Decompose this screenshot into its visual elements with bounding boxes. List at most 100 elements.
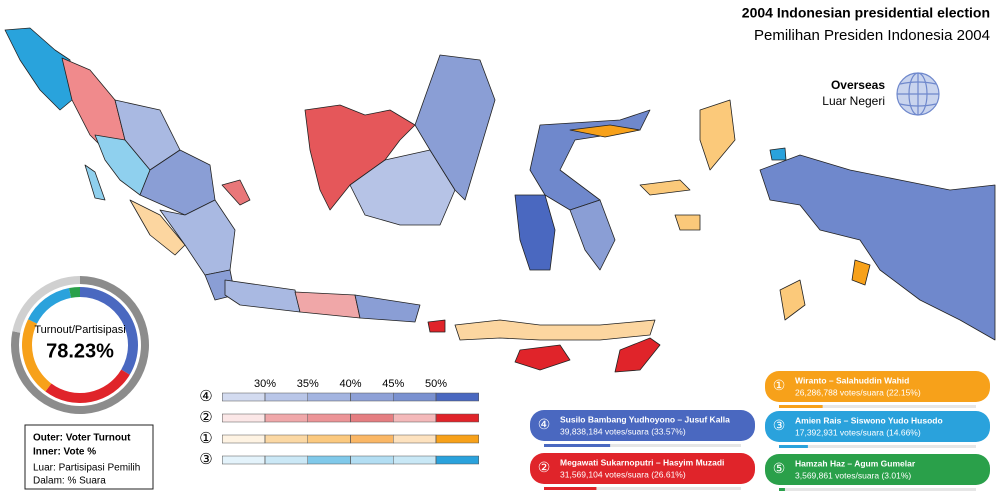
region xyxy=(529,109,651,211)
region xyxy=(514,194,556,271)
region xyxy=(84,164,106,201)
scale-cell xyxy=(435,392,479,402)
scale-cell xyxy=(350,434,394,444)
region xyxy=(304,104,416,211)
scale-tick-label: 45% xyxy=(382,378,404,390)
turnout-label: Turnout/Partisipasi xyxy=(34,324,125,336)
candidate-number: ① xyxy=(773,377,786,393)
candidate-votes: 31,569,104 votes/suara (26.61%) xyxy=(560,469,686,479)
vote-bar-track xyxy=(544,444,741,447)
region xyxy=(759,154,996,341)
vote-bar xyxy=(779,405,823,408)
scale-cell xyxy=(307,392,351,402)
map xyxy=(4,27,996,373)
scale-cell xyxy=(264,455,308,465)
scale-cell xyxy=(393,455,437,465)
vote-bar-track xyxy=(779,445,976,448)
legend: Outer: Voter Turnout Inner: Vote % Luar: P… xyxy=(33,433,140,487)
region xyxy=(454,319,656,341)
candidate-votes: 39,838,184 votes/suara (33.57%) xyxy=(560,426,686,436)
scale-cell xyxy=(222,413,266,423)
region xyxy=(699,99,736,171)
scale-cell xyxy=(222,455,266,465)
card xyxy=(765,411,990,442)
region xyxy=(779,279,806,321)
region xyxy=(4,27,73,111)
region xyxy=(224,279,301,313)
region xyxy=(514,344,571,371)
region xyxy=(129,199,186,256)
scale-cell xyxy=(222,392,266,402)
globe-icon xyxy=(896,72,940,116)
scale-row-number: ② xyxy=(199,409,212,426)
scale-row-number: ③ xyxy=(199,451,212,468)
region xyxy=(639,179,691,196)
color-scale: 30% 35% 40% 45% 50% ④ ② ① ③ xyxy=(199,378,479,468)
vote-share-arc xyxy=(21,319,52,392)
region xyxy=(221,179,251,206)
vote-bar-track xyxy=(544,487,741,490)
overseas-subtitle: Luar Negeri xyxy=(822,94,885,108)
candidate-votes: 3,569,861 votes/suara (3.01%) xyxy=(795,470,911,480)
region xyxy=(614,337,661,373)
region xyxy=(851,259,871,286)
scale-cell xyxy=(393,392,437,402)
candidate-votes: 26,286,788 votes/suara (22.15%) xyxy=(795,387,921,397)
candidate-name: Amien Rais – Siswono Yudo Husodo xyxy=(795,415,943,425)
vote-bar xyxy=(544,487,597,490)
turnout-donut xyxy=(11,275,150,414)
scale-cell xyxy=(350,392,394,402)
non-turnout-arc xyxy=(12,276,81,333)
scale-tick-label: 35% xyxy=(297,378,319,390)
region xyxy=(294,291,361,319)
candidate-number: ④ xyxy=(538,416,551,432)
scale-cell xyxy=(307,434,351,444)
region xyxy=(349,149,456,226)
vote-bar xyxy=(779,445,808,448)
vote-bar-track xyxy=(779,405,976,408)
vote-bar xyxy=(544,444,611,447)
vote-share-arc xyxy=(69,287,80,298)
candidate-number: ③ xyxy=(773,417,786,433)
card xyxy=(765,454,990,485)
scale-cell xyxy=(435,434,479,444)
legend-line: Outer: Voter Turnout xyxy=(33,433,131,444)
scale-cell xyxy=(264,434,308,444)
scale-row-number: ① xyxy=(199,430,212,447)
scale-cell xyxy=(264,413,308,423)
region xyxy=(159,199,236,276)
turnout-value: 78.23% xyxy=(46,340,114,362)
subtitle: Pemilihan Presiden Indonesia 2004 xyxy=(754,27,990,44)
candidate-name: Wiranto – Salahuddin Wahid xyxy=(795,375,909,385)
scale-cell xyxy=(307,413,351,423)
scale-cell xyxy=(393,434,437,444)
scale-cell xyxy=(307,455,351,465)
scale-cell xyxy=(222,434,266,444)
vote-share-arc xyxy=(45,369,130,403)
candidate-number: ② xyxy=(538,459,551,475)
candidate-name: Susilo Bambang Yudhoyono – Jusuf Kalla xyxy=(560,414,730,424)
legend-line: Luar: Partisipasi Pemilih xyxy=(33,463,140,474)
overseas-title: Overseas xyxy=(831,78,885,92)
scale-row-number: ④ xyxy=(199,388,212,405)
card xyxy=(530,453,755,484)
legend-box xyxy=(24,424,154,490)
candidate-name: Megawati Sukarnoputri – Hasyim Muzadi xyxy=(560,457,724,467)
scale-tick-label: 40% xyxy=(339,378,361,390)
scale-cell xyxy=(350,455,394,465)
vote-share-arc xyxy=(28,288,71,324)
region xyxy=(569,124,641,138)
card xyxy=(530,410,755,441)
vote-bar xyxy=(779,488,785,491)
scale-cell xyxy=(435,455,479,465)
region xyxy=(61,57,126,151)
scale-cell xyxy=(350,413,394,423)
region xyxy=(769,147,787,161)
title: 2004 Indonesian presidential election xyxy=(742,5,990,21)
scale-cell xyxy=(264,392,308,402)
region xyxy=(674,214,701,231)
scale-cell xyxy=(435,413,479,423)
candidate-cards: ④ Susilo Bambang Yudhoyono – Jusuf Kalla 3… xyxy=(530,371,990,491)
region xyxy=(414,54,496,201)
